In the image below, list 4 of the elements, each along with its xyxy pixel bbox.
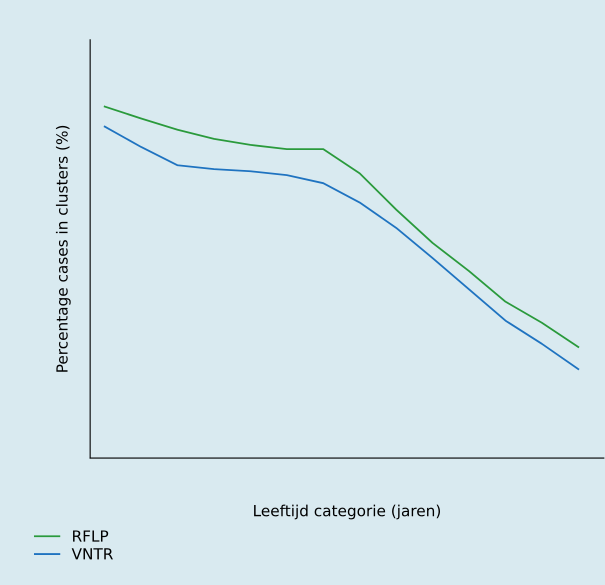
legend-label: VNTR: [72, 548, 113, 560]
x-axis-title: Leeftijd categorie (jaren): [254, 504, 440, 520]
legend-label: RFLP: [73, 530, 108, 542]
y-axis-title: Percentage cases in clusters (%): [56, 126, 71, 372]
